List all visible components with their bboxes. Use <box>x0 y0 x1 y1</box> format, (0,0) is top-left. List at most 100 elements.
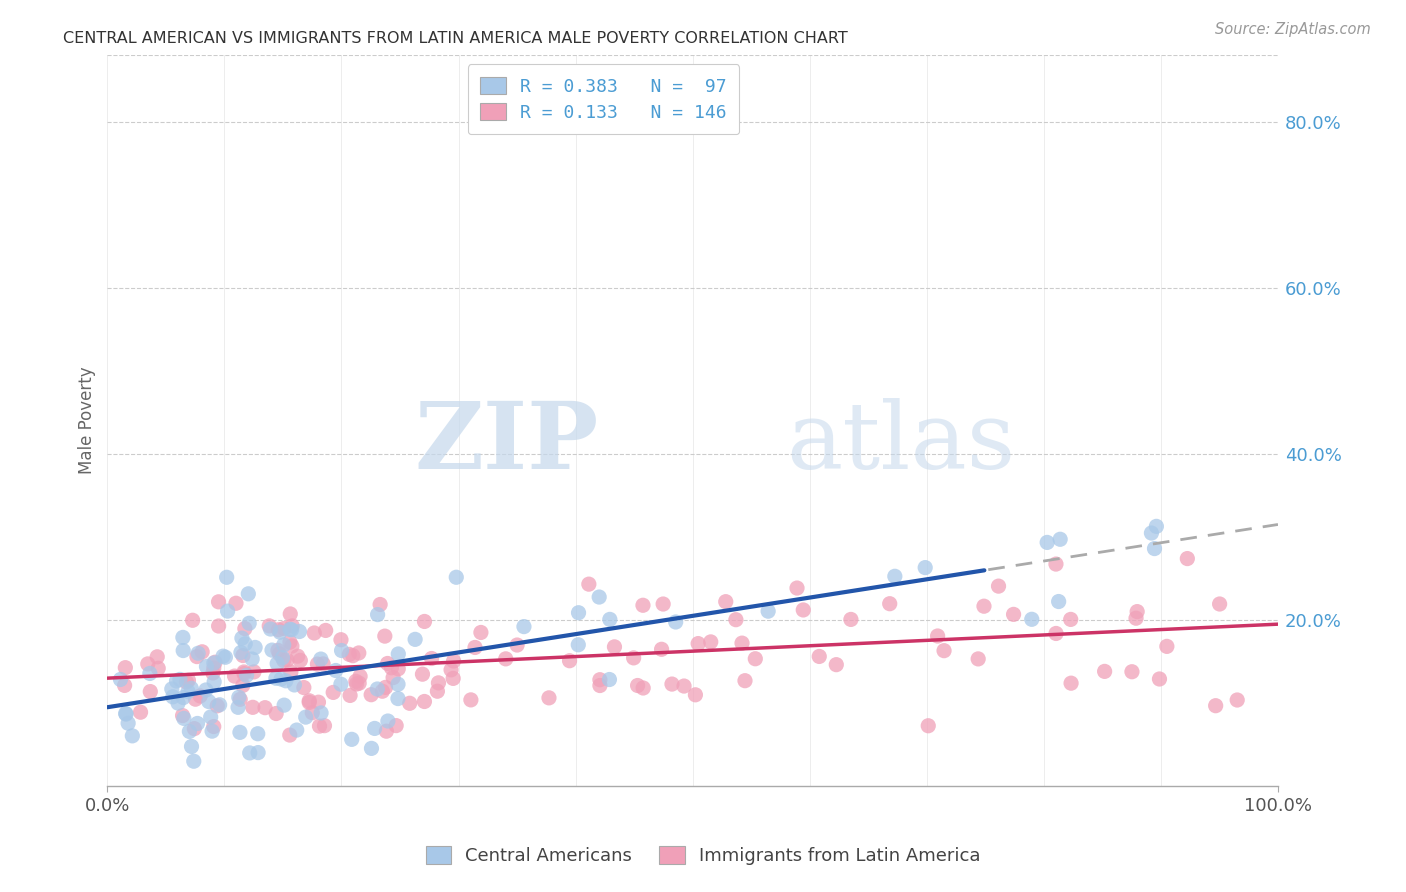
Point <box>243 665 266 679</box>
Point <box>330 632 353 647</box>
Point <box>129 705 152 719</box>
Point <box>375 724 398 739</box>
Point <box>229 646 252 660</box>
Point <box>280 623 302 637</box>
Point <box>304 626 326 640</box>
Point <box>205 698 228 713</box>
Point <box>374 629 396 643</box>
Point <box>264 671 287 685</box>
Point <box>200 710 222 724</box>
Point <box>385 718 408 732</box>
Y-axis label: Male Poverty: Male Poverty <box>79 367 96 475</box>
Legend: Central Americans, Immigrants from Latin America: Central Americans, Immigrants from Latin… <box>419 839 987 872</box>
Point <box>146 649 169 664</box>
Point <box>661 677 683 691</box>
Point <box>186 716 208 731</box>
Point <box>382 671 405 685</box>
Point <box>374 681 396 695</box>
Legend: R = 0.383   N =  97, R = 0.133   N = 146: R = 0.383 N = 97, R = 0.133 N = 146 <box>468 64 740 135</box>
Point <box>114 678 136 692</box>
Point <box>339 689 361 703</box>
Point <box>879 597 901 611</box>
Point <box>270 672 292 686</box>
Point <box>115 707 138 722</box>
Point <box>1045 557 1067 571</box>
Point <box>225 596 247 610</box>
Point <box>243 640 266 655</box>
Point <box>440 663 463 677</box>
Point <box>714 595 737 609</box>
Point <box>194 683 217 698</box>
Point <box>1149 672 1171 686</box>
Point <box>470 625 492 640</box>
Point <box>363 722 385 736</box>
Point <box>290 653 312 667</box>
Point <box>167 696 190 710</box>
Point <box>1045 626 1067 640</box>
Point <box>267 623 290 637</box>
Point <box>202 661 225 675</box>
Point <box>413 615 436 629</box>
Point <box>180 739 202 754</box>
Point <box>446 570 468 584</box>
Point <box>202 674 225 689</box>
Point <box>347 676 370 690</box>
Point <box>232 665 254 679</box>
Point <box>367 607 389 622</box>
Point <box>967 652 990 666</box>
Point <box>172 631 194 645</box>
Point <box>756 604 779 618</box>
Point <box>172 708 194 723</box>
Point <box>651 642 673 657</box>
Point <box>329 677 352 691</box>
Point <box>387 662 409 676</box>
Point <box>254 700 277 714</box>
Point <box>162 690 184 704</box>
Point <box>411 667 433 681</box>
Point <box>368 598 391 612</box>
Point <box>195 659 218 673</box>
Point <box>169 673 191 687</box>
Point <box>312 657 335 671</box>
Point <box>307 695 329 709</box>
Point <box>309 652 332 666</box>
Point <box>233 666 256 681</box>
Point <box>267 643 290 657</box>
Point <box>427 676 450 690</box>
Point <box>257 619 280 633</box>
Point <box>688 637 710 651</box>
Point <box>202 656 225 670</box>
Point <box>179 724 201 739</box>
Point <box>387 647 409 661</box>
Point <box>215 570 238 584</box>
Point <box>413 694 436 708</box>
Point <box>287 649 309 664</box>
Point <box>233 637 256 651</box>
Point <box>301 706 323 720</box>
Text: ZIP: ZIP <box>415 398 599 488</box>
Point <box>114 660 136 674</box>
Point <box>288 624 311 639</box>
Point <box>110 673 132 687</box>
Point <box>148 661 170 675</box>
Point <box>314 719 336 733</box>
Point <box>404 632 426 647</box>
Point <box>278 623 301 637</box>
Text: Source: ZipAtlas.com: Source: ZipAtlas.com <box>1215 22 1371 37</box>
Point <box>537 690 560 705</box>
Point <box>183 722 205 736</box>
Point <box>235 668 257 682</box>
Point <box>273 698 295 713</box>
Point <box>315 624 337 638</box>
Point <box>240 652 263 666</box>
Point <box>973 599 995 614</box>
Point <box>228 690 250 705</box>
Point <box>588 590 610 604</box>
Point <box>229 692 252 706</box>
Point <box>204 655 226 669</box>
Point <box>1140 526 1163 541</box>
Point <box>567 638 589 652</box>
Point <box>308 719 330 733</box>
Point <box>217 604 239 618</box>
Point <box>1049 533 1071 547</box>
